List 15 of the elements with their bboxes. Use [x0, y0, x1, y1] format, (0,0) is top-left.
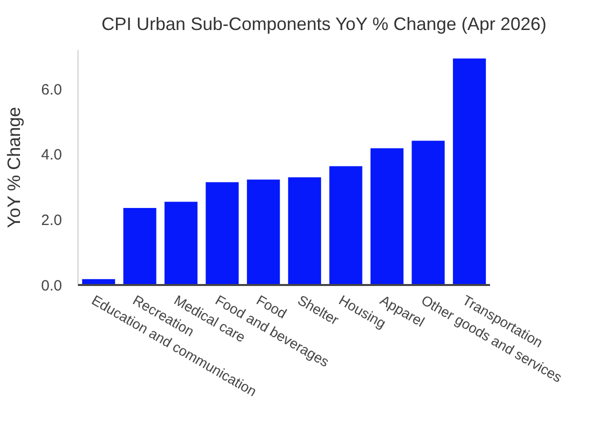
y-tick-label: 6.0: [41, 81, 62, 98]
bar: [123, 208, 156, 285]
bar: [246, 180, 280, 285]
y-tick-label: 2.0: [41, 212, 62, 229]
bar: [206, 182, 239, 285]
bar: [288, 177, 322, 285]
bar: [370, 148, 404, 285]
bar: [329, 166, 362, 285]
y-tick-label: 0.0: [41, 277, 62, 294]
bar: [164, 202, 198, 285]
y-axis-title: YoY % Change: [4, 106, 24, 228]
bar: [412, 140, 445, 285]
bar: [452, 58, 486, 285]
chart-title: CPI Urban Sub-Components YoY % Change (Apr 2026): [102, 14, 546, 34]
y-tick-label: 4.0: [41, 146, 62, 164]
